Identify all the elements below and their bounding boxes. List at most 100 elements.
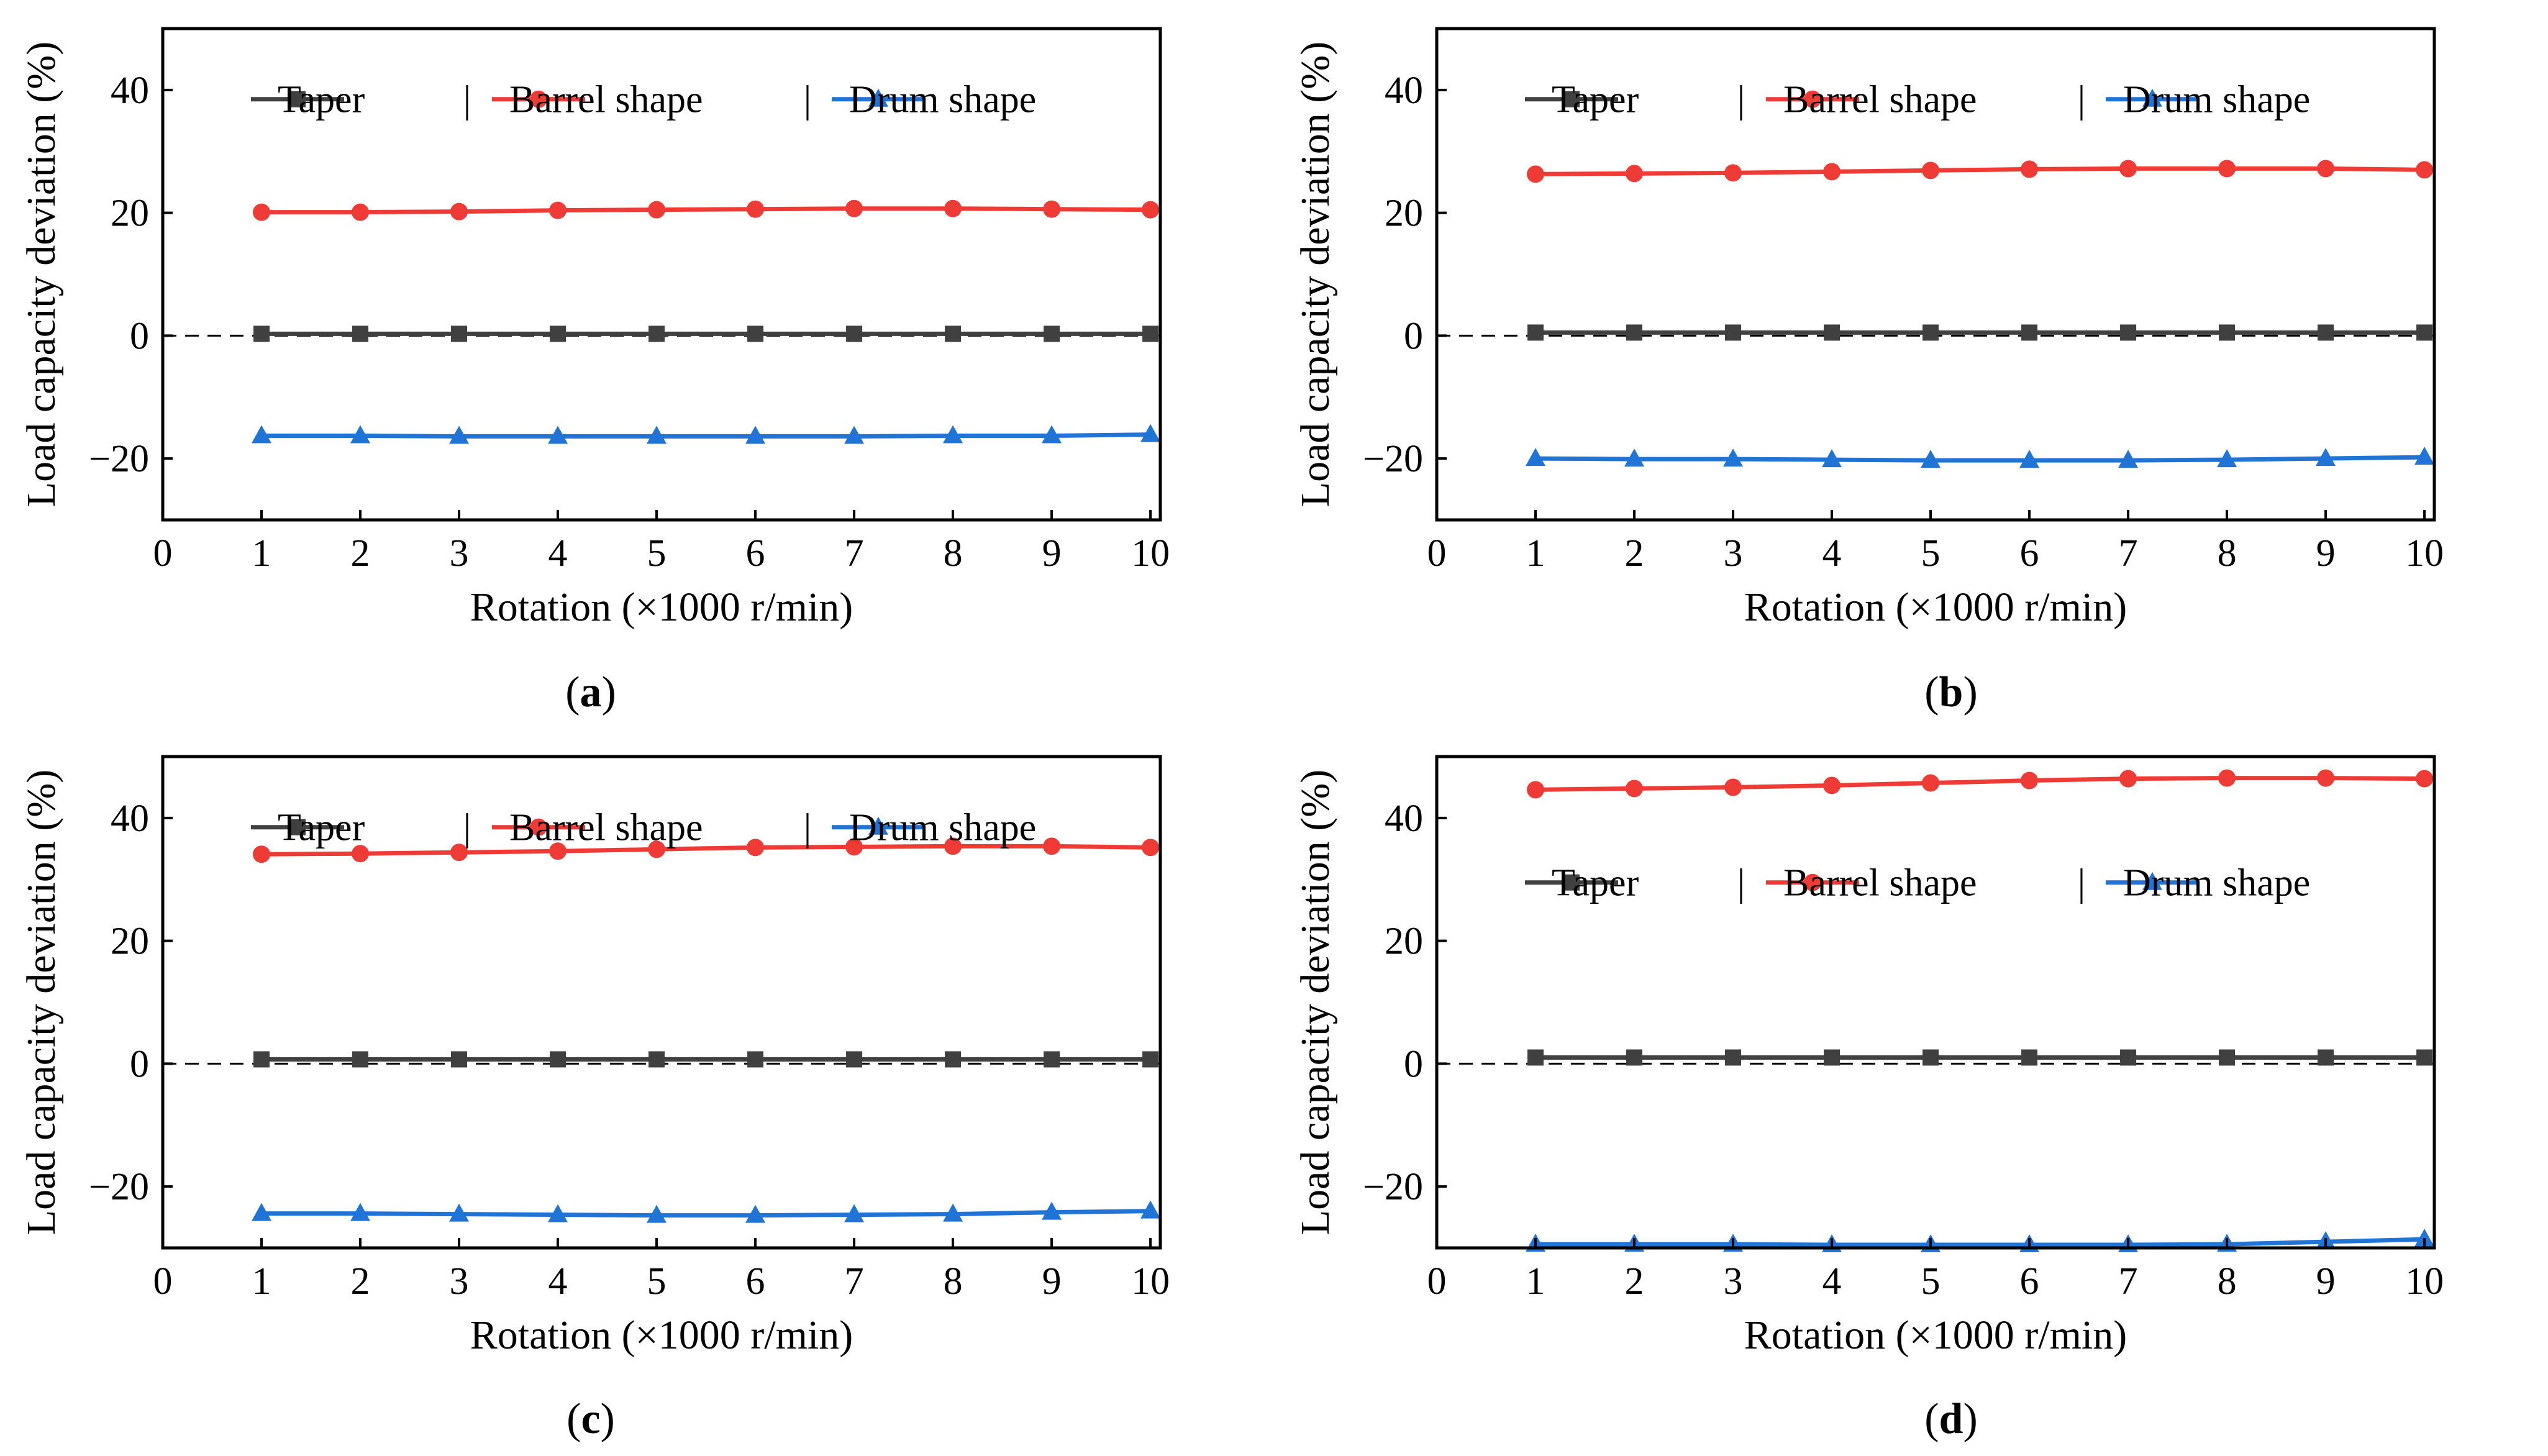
data-point-drum bbox=[252, 1203, 272, 1221]
data-point-drum bbox=[1042, 425, 1062, 444]
x-tick-label: 8 bbox=[2218, 1260, 2237, 1303]
y-tick-label: 0 bbox=[1404, 1043, 1423, 1085]
x-tick-label: 4 bbox=[1822, 1260, 1842, 1303]
data-point-barrel bbox=[2317, 160, 2335, 178]
x-tick-label: 6 bbox=[2020, 1260, 2039, 1303]
data-point-taper bbox=[2219, 324, 2236, 341]
data-point-barrel bbox=[450, 202, 468, 221]
series-markers-taper bbox=[1527, 1049, 2433, 1066]
data-point-barrel bbox=[1142, 839, 1160, 857]
data-point-barrel bbox=[1527, 165, 1545, 183]
x-tick-label: 10 bbox=[2405, 532, 2444, 575]
y-tick-label: −20 bbox=[89, 1166, 149, 1208]
data-point-taper bbox=[1824, 1049, 1840, 1066]
y-tick-label: 40 bbox=[111, 70, 149, 112]
y-tick-label: 40 bbox=[1385, 798, 1423, 840]
data-point-taper bbox=[846, 1051, 863, 1068]
legend-label-taper: Taper bbox=[1552, 862, 1639, 904]
data-point-taper bbox=[846, 325, 863, 342]
data-point-taper bbox=[1142, 325, 1159, 342]
x-tick-label: 8 bbox=[944, 1260, 963, 1303]
data-point-drum bbox=[844, 1204, 865, 1222]
x-axis-title: Rotation (×1000 r/min) bbox=[1744, 1313, 2127, 1358]
series-line-barrel bbox=[261, 844, 1151, 857]
legend-marker-drum bbox=[2142, 871, 2162, 890]
x-tick-label: 1 bbox=[252, 532, 271, 575]
x-tick-label: 9 bbox=[2316, 532, 2336, 575]
data-point-taper bbox=[2318, 324, 2334, 341]
data-point-barrel bbox=[1527, 781, 1545, 799]
series-markers-taper bbox=[253, 1051, 1159, 1068]
series-markers-taper bbox=[253, 325, 1159, 342]
x-tick-label: 5 bbox=[647, 532, 667, 575]
x-tick-label: 3 bbox=[450, 1260, 469, 1303]
data-point-taper bbox=[1626, 324, 1643, 341]
legend-separator: | bbox=[2078, 79, 2085, 121]
data-point-taper bbox=[2120, 1049, 2137, 1066]
chart-panel-c: 0 1 2 3 4 5 6 7 8 9 10 −20 0 20 40 Rotation (×1000 r/mi… bbox=[19, 755, 1170, 1358]
data-point-taper bbox=[451, 325, 468, 342]
legend-separator: | bbox=[804, 79, 811, 121]
data-point-drum bbox=[1723, 448, 1744, 467]
data-point-barrel bbox=[2021, 160, 2039, 178]
data-point-taper bbox=[648, 325, 665, 342]
x-tick-label: 6 bbox=[2020, 532, 2039, 575]
data-point-barrel bbox=[2119, 160, 2137, 178]
x-tick-label: 2 bbox=[1625, 1260, 1644, 1303]
y-axis-title: Load capacity deviation (%) bbox=[1293, 42, 1338, 507]
data-point-barrel bbox=[2416, 770, 2434, 788]
data-point-drum bbox=[844, 425, 865, 444]
series-markers-barrel bbox=[1527, 160, 2434, 183]
data-point-taper bbox=[1044, 325, 1060, 342]
data-point-taper bbox=[1527, 1049, 1544, 1066]
data-point-drum bbox=[1624, 448, 1645, 467]
data-point-taper bbox=[648, 1051, 665, 1068]
chart-panel-b: 0 1 2 3 4 5 6 7 8 9 10 −20 0 20 40 Rotation (×1000 r/mi… bbox=[1293, 27, 2444, 630]
data-point-taper bbox=[945, 325, 962, 342]
legend-label-drum: Drum shape bbox=[849, 807, 1036, 849]
data-point-taper bbox=[1922, 1049, 1939, 1066]
data-point-barrel bbox=[1043, 200, 1061, 218]
data-point-barrel bbox=[450, 844, 468, 862]
caption-c: (c) bbox=[566, 1395, 615, 1443]
data-point-taper bbox=[550, 325, 566, 342]
y-tick-label: −20 bbox=[1363, 1166, 1423, 1208]
y-tick-label: −20 bbox=[89, 438, 149, 480]
data-point-drum bbox=[1042, 1201, 1062, 1220]
data-point-taper bbox=[352, 325, 369, 342]
x-tick-label: 8 bbox=[2218, 532, 2237, 575]
x-axis-title: Rotation (×1000 r/min) bbox=[1744, 585, 2127, 630]
data-point-drum bbox=[2217, 449, 2237, 468]
plot-frame bbox=[1435, 27, 2436, 522]
caption-a: (a) bbox=[565, 668, 616, 716]
x-tick-label: 1 bbox=[1526, 1260, 1545, 1303]
legend-label-barrel: Barrel shape bbox=[509, 79, 703, 121]
data-point-drum bbox=[449, 1203, 470, 1222]
data-point-barrel bbox=[352, 203, 370, 221]
chart-panel-d: 0 1 2 3 4 5 6 7 8 9 10 −20 0 20 40 Rotation (×1000 r/mi… bbox=[1293, 755, 2444, 1358]
x-tick-label: 5 bbox=[1921, 532, 1941, 575]
legend-separator: | bbox=[2078, 862, 2085, 904]
legend-separator: | bbox=[463, 79, 471, 121]
data-point-barrel bbox=[253, 203, 271, 221]
data-point-barrel bbox=[845, 199, 863, 217]
data-point-drum bbox=[1526, 448, 1546, 466]
data-point-drum bbox=[350, 1203, 371, 1221]
legend-label-drum: Drum shape bbox=[2123, 862, 2310, 904]
x-tick-label: 9 bbox=[1042, 1260, 1062, 1303]
x-tick-label: 8 bbox=[944, 532, 963, 575]
x-tick-label: 6 bbox=[746, 532, 765, 575]
data-point-barrel bbox=[1823, 163, 1841, 181]
data-point-barrel bbox=[2317, 769, 2335, 787]
y-tick-label: 20 bbox=[111, 921, 149, 963]
x-tick-label: 0 bbox=[153, 532, 173, 575]
y-tick-label: 40 bbox=[111, 798, 149, 840]
data-point-taper bbox=[1725, 324, 1742, 341]
data-point-taper bbox=[1142, 1051, 1159, 1068]
data-point-barrel bbox=[549, 201, 567, 219]
data-point-taper bbox=[253, 1051, 270, 1068]
data-point-taper bbox=[1527, 324, 1544, 341]
data-point-taper bbox=[1725, 1049, 1742, 1066]
data-point-barrel bbox=[1626, 165, 1644, 183]
